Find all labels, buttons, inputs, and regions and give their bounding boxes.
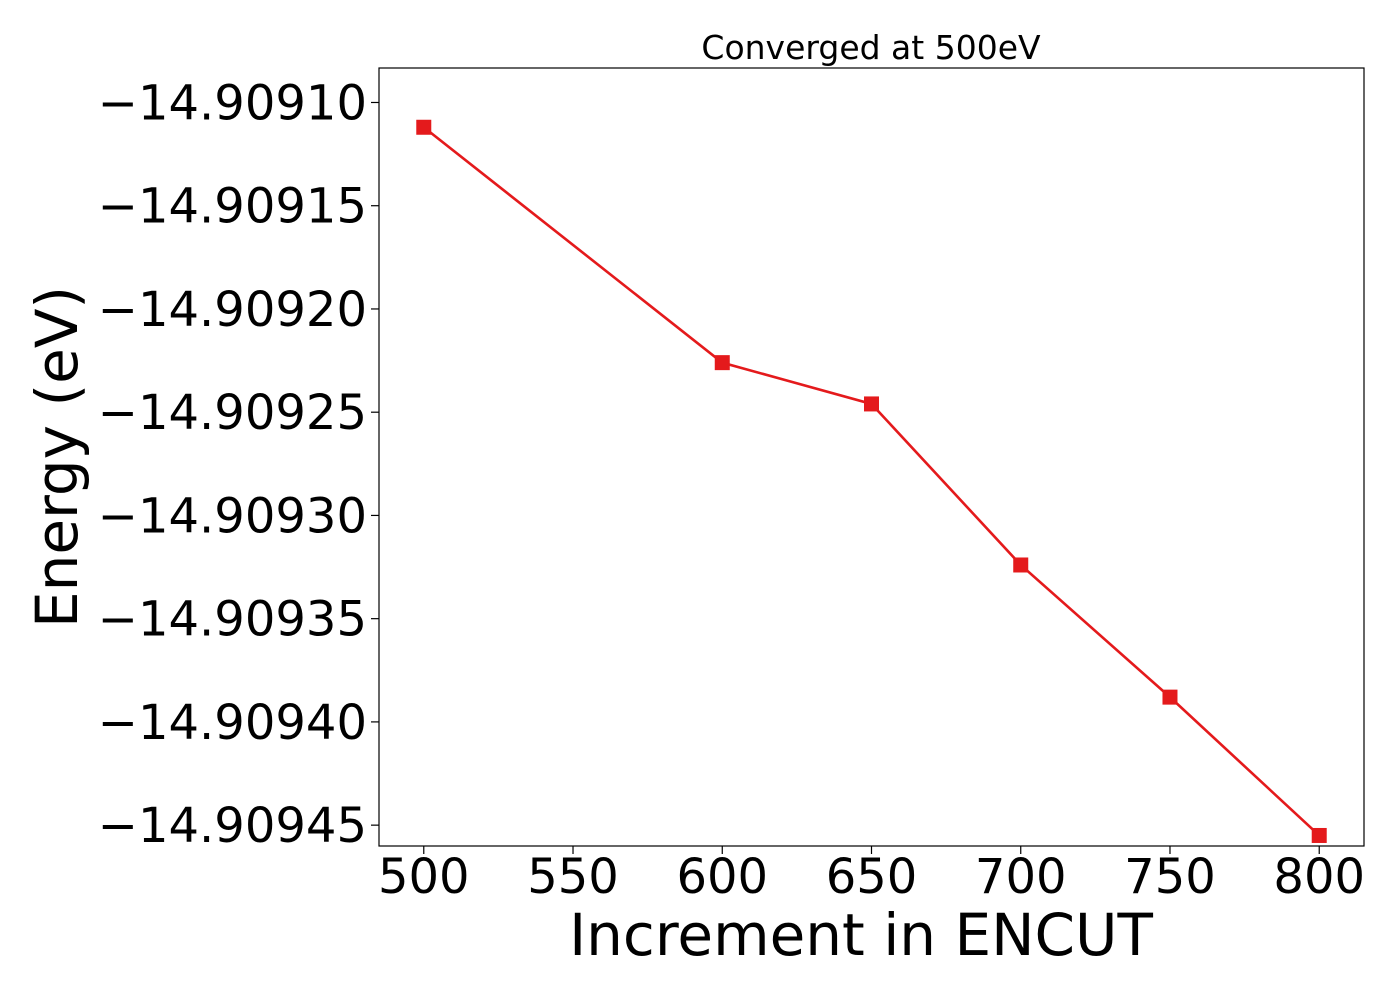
data-point-marker bbox=[416, 119, 432, 135]
y-tick-label: −14.90915 bbox=[98, 179, 367, 235]
y-tick-label: −14.90920 bbox=[98, 282, 367, 338]
chart-title: Converged at 500eV bbox=[701, 28, 1041, 67]
series-layer bbox=[416, 119, 1327, 843]
y-axis: −14.90910 −14.90915 −14.90920 −14.90925 −14.… bbox=[98, 75, 379, 854]
x-tick-label: 700 bbox=[975, 849, 1067, 905]
data-point-marker bbox=[1013, 557, 1029, 573]
y-tick-label: −14.90925 bbox=[98, 385, 367, 441]
x-tick-label: 600 bbox=[676, 849, 768, 905]
data-point-marker bbox=[1311, 827, 1327, 843]
x-tick-label: 650 bbox=[826, 849, 918, 905]
x-tick-label: 750 bbox=[1124, 849, 1216, 905]
y-tick-label: −14.90945 bbox=[98, 798, 367, 854]
x-tick-label: 800 bbox=[1273, 849, 1365, 905]
x-axis: 500 550 600 650 700 750 800 bbox=[378, 846, 1365, 905]
x-tick-label: 500 bbox=[378, 849, 470, 905]
x-tick-label: 550 bbox=[527, 849, 619, 905]
y-tick-label: −14.90935 bbox=[98, 592, 367, 648]
y-tick-label: −14.90910 bbox=[98, 75, 367, 131]
y-tick-label: −14.90930 bbox=[98, 488, 367, 544]
series-line bbox=[422, 126, 1321, 837]
plot-area bbox=[378, 67, 1365, 847]
y-axis-label: Energy (eV) bbox=[23, 286, 91, 628]
plot-frame bbox=[378, 67, 1365, 847]
data-point-marker bbox=[714, 355, 730, 371]
y-tick-label: −14.90940 bbox=[98, 695, 367, 751]
data-point-marker bbox=[864, 396, 879, 412]
data-point-marker bbox=[1162, 689, 1178, 705]
x-axis-label: Increment in ENCUT bbox=[569, 901, 1153, 969]
